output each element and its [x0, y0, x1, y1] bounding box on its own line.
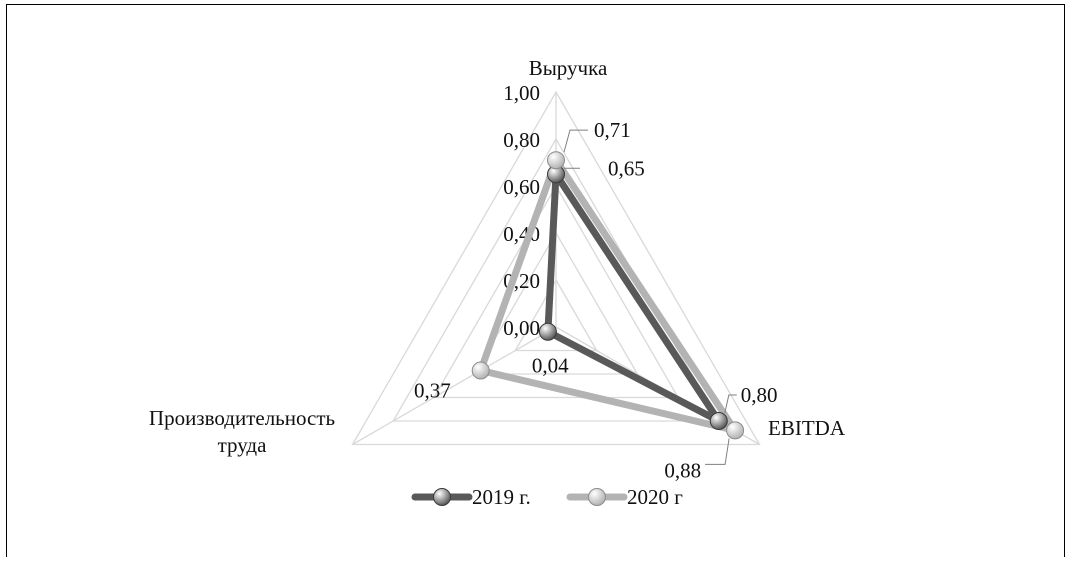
tick-label-5: 1,00 — [503, 81, 540, 105]
leader-line-2020-г-0 — [563, 129, 588, 153]
data-label-2019-г-1: 0,80 — [741, 383, 778, 407]
grid-ring-3 — [432, 184, 680, 399]
series-line-2020-г — [477, 156, 739, 434]
series-line-2019-г — [544, 170, 723, 425]
grid-ring-1 — [514, 278, 598, 352]
data-label-2019-г-0: 0,65 — [608, 156, 645, 180]
series-point-2019-г-2 — [538, 322, 557, 341]
axis-label-0: Выручка — [529, 56, 608, 80]
axis-label-0-line-0: Выручка — [529, 56, 608, 80]
axis-labels: Выручка EBITDA Производительность труда — [149, 56, 846, 457]
data-label-2020-г-1: 0,88 — [664, 458, 701, 482]
axis-spoke-2 — [352, 326, 557, 446]
axis-label-1: EBITDA — [768, 416, 846, 440]
legend: 2019 г. 2020 г — [411, 485, 683, 509]
data-label-2019-г-2: 0,04 — [532, 354, 569, 378]
leader-line-2019-г-1 — [724, 394, 737, 414]
legend-marker-2020-г — [588, 488, 606, 506]
legend-marker-2019-г — [433, 488, 451, 506]
leader-line-2020-г-1 — [705, 438, 730, 465]
series-layer — [471, 151, 745, 440]
grid-ring-2 — [473, 231, 639, 375]
axis-label-2-line-0: Производительность — [149, 406, 335, 430]
legend-label-2019-г: 2019 г. — [472, 485, 531, 509]
radar-grid — [351, 90, 761, 446]
series-point-2019-г-1 — [709, 412, 728, 430]
series-point-2020-г-2 — [471, 361, 490, 380]
radial-tick-labels: 0,000,200,400,600,801,00 — [503, 81, 540, 340]
data-label-2020-г-2: 0,37 — [414, 379, 451, 403]
grid-ring-5 — [351, 90, 761, 446]
axis-label-2-line-1: труда — [218, 433, 268, 457]
series-point-2020-г-1 — [726, 421, 745, 440]
tick-label-3: 0,60 — [503, 175, 540, 199]
tick-label-4: 0,80 — [503, 128, 540, 152]
data-labels: 0,65 0,80 0,04 0,71 0,88 0,37 — [414, 118, 778, 482]
tick-label-0: 0,00 — [503, 316, 540, 340]
series-point-2020-г-0 — [547, 151, 565, 170]
axis-label-2: Производительность труда — [149, 406, 335, 457]
data-label-2020-г-0: 0,71 — [594, 118, 631, 142]
axis-label-1-line-0: EBITDA — [768, 416, 846, 440]
legend-label-2020-г: 2020 г — [627, 485, 683, 509]
chart-frame — [6, 4, 1065, 557]
